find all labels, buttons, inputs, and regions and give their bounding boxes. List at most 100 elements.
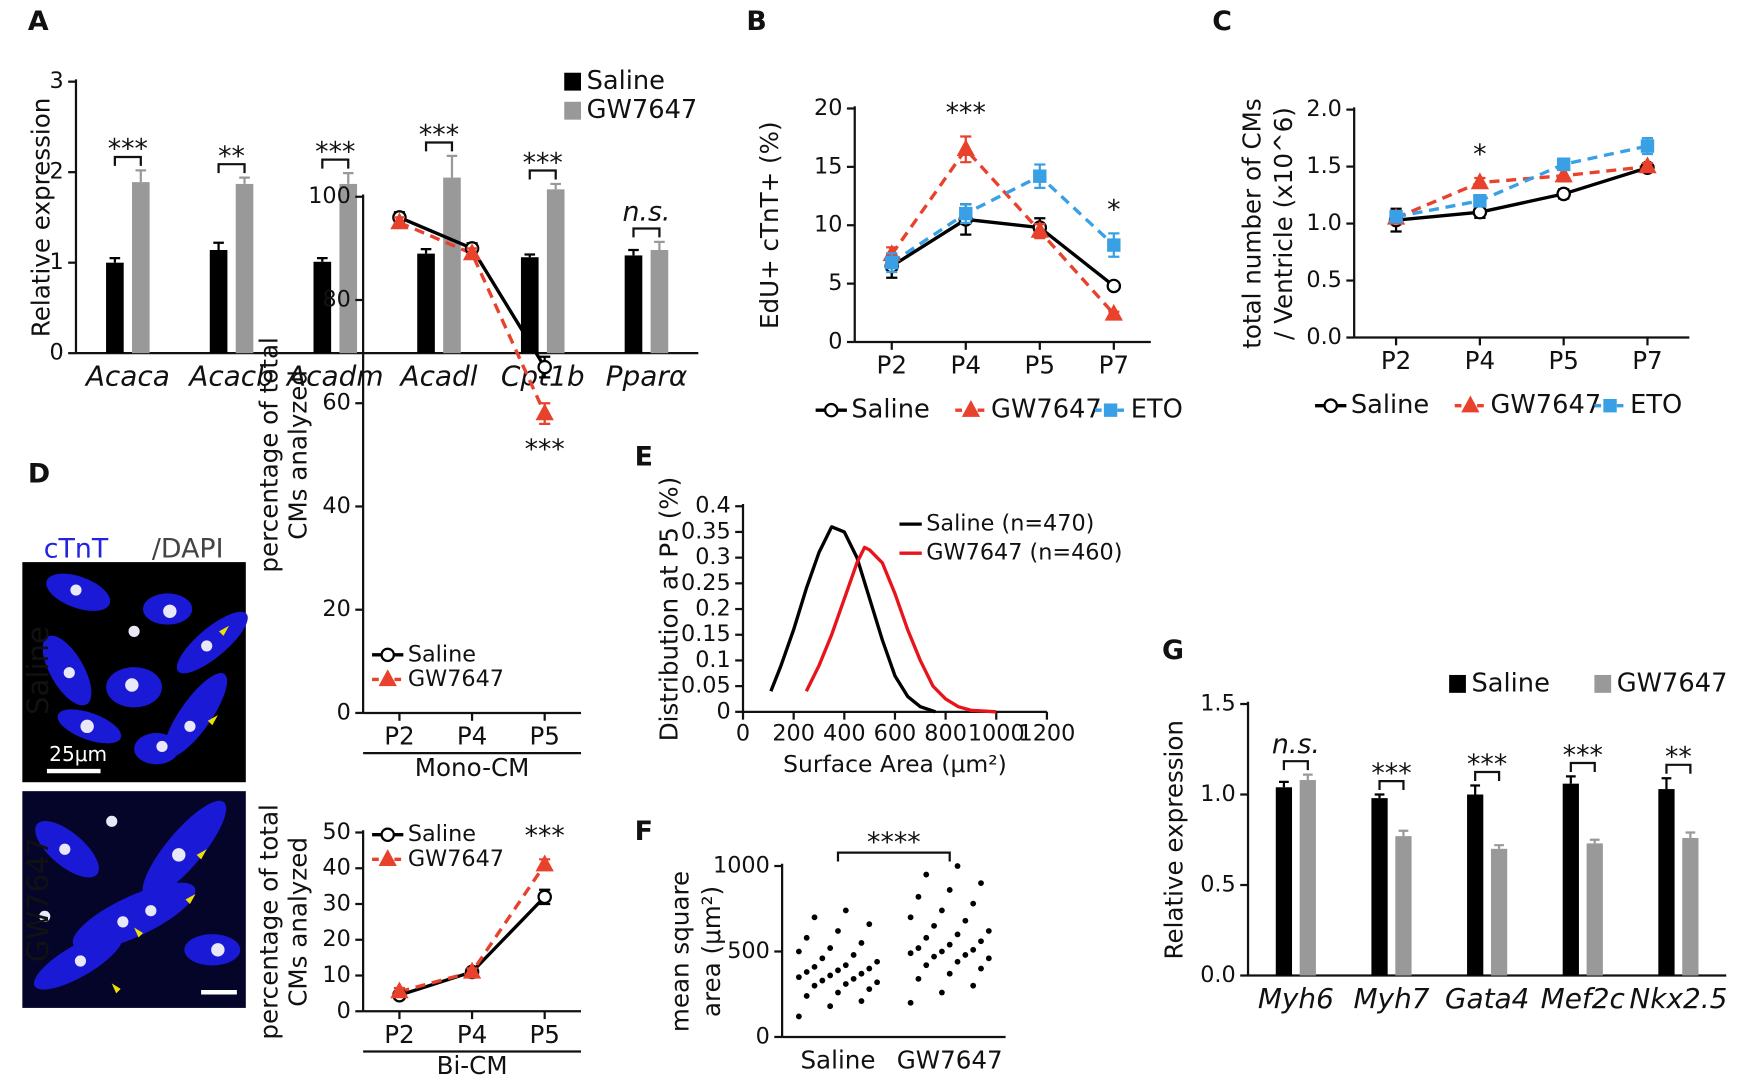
bar bbox=[131, 182, 150, 354]
point bbox=[931, 922, 937, 929]
x-tick-label: 400 bbox=[823, 721, 866, 747]
y-tick-label: 0.1 bbox=[695, 647, 731, 673]
significance: *** bbox=[523, 147, 563, 178]
marker bbox=[378, 669, 397, 687]
significance-bracket bbox=[321, 158, 350, 169]
significance: *** bbox=[525, 820, 565, 851]
x-axis-label: Surface Area (μm²) bbox=[783, 750, 1007, 778]
y-axis-label: percentage of total bbox=[254, 337, 283, 572]
x-tick-label: P5 bbox=[529, 722, 559, 751]
panel-letter: E bbox=[635, 442, 653, 473]
point bbox=[795, 948, 802, 955]
point bbox=[978, 965, 984, 972]
y-tick-label: 20 bbox=[814, 95, 842, 121]
error-bar bbox=[1565, 775, 1576, 784]
x-tick-label: P5 bbox=[529, 1020, 559, 1049]
point bbox=[962, 952, 969, 958]
error-bar bbox=[654, 240, 665, 251]
error-bar bbox=[213, 241, 224, 251]
x-tick-label: Acaca bbox=[84, 360, 170, 393]
legend-label: Saline bbox=[587, 66, 665, 96]
marker bbox=[1103, 403, 1118, 417]
significance-bracket bbox=[1282, 760, 1309, 771]
point bbox=[962, 917, 969, 924]
marker bbox=[390, 981, 409, 999]
y-tick-label: 0 bbox=[828, 329, 842, 355]
significance-bracket bbox=[1665, 763, 1692, 774]
series-line bbox=[769, 525, 937, 714]
legend-label: GW7647 bbox=[1490, 390, 1601, 420]
x-tick-label: P2 bbox=[384, 722, 414, 751]
marker bbox=[1461, 395, 1480, 413]
panel-letter: C bbox=[1212, 6, 1232, 37]
y-tick-label: 40 bbox=[322, 855, 350, 881]
bar bbox=[1467, 794, 1484, 976]
x-tick-label: Gata4 bbox=[1445, 982, 1530, 1015]
marker bbox=[1470, 172, 1490, 190]
significance: * bbox=[1473, 139, 1486, 170]
bar bbox=[1275, 787, 1293, 976]
bar bbox=[1395, 836, 1412, 976]
point bbox=[811, 982, 818, 989]
bar bbox=[520, 257, 539, 354]
legend-label: Saline bbox=[1351, 390, 1429, 420]
error-bar bbox=[109, 257, 121, 263]
y-tick-label: 0.5 bbox=[1200, 872, 1236, 898]
point bbox=[827, 972, 834, 979]
stain-label: cTnT bbox=[44, 533, 109, 564]
point bbox=[858, 998, 865, 1004]
point bbox=[858, 940, 865, 946]
legend-label: GW7647 bbox=[1617, 668, 1728, 698]
point bbox=[946, 941, 953, 948]
marker bbox=[1106, 278, 1122, 294]
x-tick-label: P7 bbox=[1632, 346, 1662, 375]
marker bbox=[1556, 157, 1571, 172]
bar bbox=[235, 183, 254, 354]
point bbox=[915, 945, 922, 951]
panel-letter: G bbox=[1162, 635, 1184, 666]
bar bbox=[209, 250, 228, 354]
y-tick-label: 500 bbox=[727, 938, 770, 964]
marker bbox=[380, 827, 395, 842]
point bbox=[795, 974, 802, 981]
series-line bbox=[398, 895, 546, 997]
y-tick-label: 0.3 bbox=[695, 544, 731, 570]
legend-label: GW7647 bbox=[408, 846, 504, 872]
marker bbox=[1033, 169, 1047, 183]
y-tick-label: 0 bbox=[756, 1023, 770, 1049]
x-tick-label: 200 bbox=[772, 721, 815, 747]
bar bbox=[443, 177, 461, 354]
marker bbox=[1107, 238, 1121, 252]
point bbox=[866, 921, 873, 928]
error-bar bbox=[1661, 777, 1672, 790]
significance: **** bbox=[867, 827, 921, 858]
bar bbox=[106, 262, 124, 354]
point bbox=[954, 863, 961, 869]
y-axis-label: area (μm²) bbox=[697, 886, 726, 1017]
y-tick-label: 0 bbox=[337, 699, 351, 725]
significance-bracket bbox=[632, 227, 661, 238]
point bbox=[819, 977, 826, 984]
legend-swatch bbox=[1449, 674, 1466, 693]
x-tick-label: 0 bbox=[736, 721, 750, 747]
point bbox=[938, 948, 945, 955]
point bbox=[978, 880, 984, 887]
significance-bracket bbox=[113, 155, 142, 166]
y-tick-label: 0 bbox=[49, 340, 63, 366]
bar bbox=[1490, 848, 1508, 976]
row-label: GW7647 bbox=[21, 837, 55, 962]
y-tick-label: 10 bbox=[814, 212, 842, 238]
error-bar bbox=[1470, 784, 1481, 795]
y-tick-label: 40 bbox=[322, 493, 350, 519]
y-tick-label: 10 bbox=[322, 962, 350, 988]
error-bar bbox=[1589, 838, 1600, 844]
legend-label: Saline bbox=[408, 641, 476, 667]
point bbox=[803, 993, 810, 999]
error-bar bbox=[524, 253, 536, 258]
x-tick-label: P2 bbox=[1381, 346, 1411, 375]
point bbox=[850, 975, 857, 982]
